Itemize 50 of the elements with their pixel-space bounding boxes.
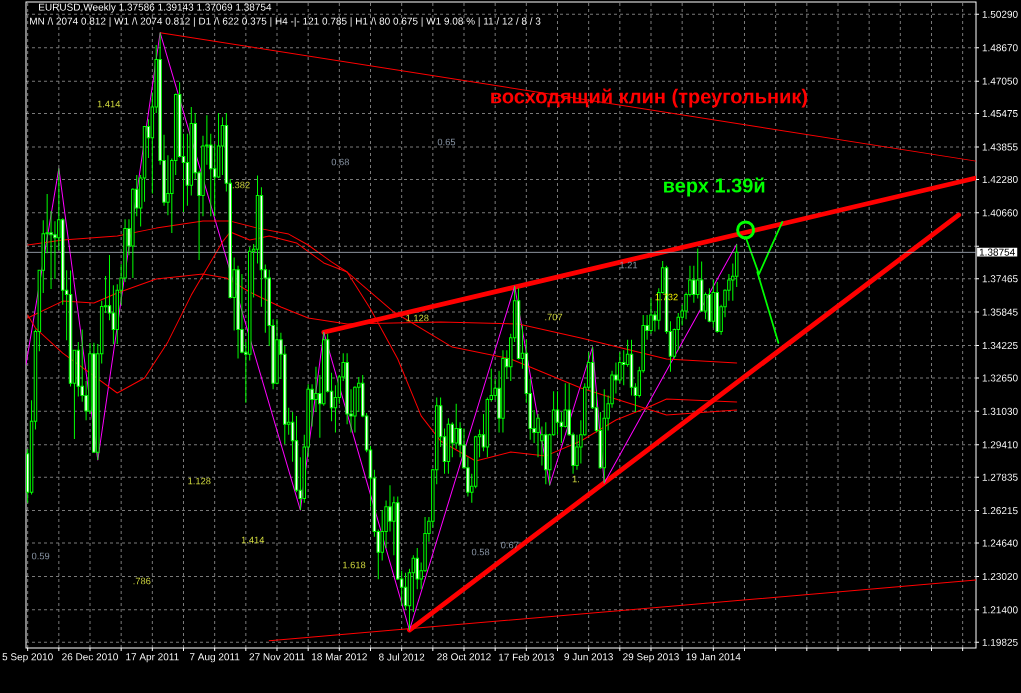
y-tick-label: 1.32650	[982, 374, 1018, 382]
annotation: 0.68	[331, 158, 350, 166]
x-tick-label: 19 Jan 2014	[686, 653, 741, 661]
annotation: 1.	[572, 475, 579, 483]
y-tick-label: 1.47050	[982, 77, 1018, 85]
annotation: 0.58	[471, 548, 490, 556]
annotation: 0.59	[31, 552, 50, 560]
y-tick-label: 1.45475	[982, 110, 1018, 118]
text: MN /\ 2074 0.812 | W1 /\ 2074 0.812 | D1 /\ 622 0.375 | H4 -|- 121 0.785 | H1 /\ 80 0.675 | W1 9.08 % | 11 / 12 / 8 / 3	[30, 17, 541, 27]
y-tick-label: 1.26215	[982, 507, 1018, 515]
y-tick-label: 1.29410	[982, 441, 1018, 449]
y-tick-label: 1.48670	[982, 44, 1018, 52]
y-tick-label: 1.50290	[982, 10, 1018, 18]
y-tick-label: 1.21400	[982, 606, 1018, 614]
x-tick-label: 17 Feb 2013	[499, 653, 554, 661]
y-tick-label: 1.24640	[982, 539, 1018, 547]
x-tick-label: 8 Jul 2012	[379, 653, 425, 661]
x-tick-label: 18 Mar 2012	[312, 653, 367, 661]
x-tick-label: 27 Nov 2011	[249, 653, 305, 661]
annotation: верх 1.39й	[664, 177, 765, 197]
annotation: .786	[133, 577, 151, 585]
x-tick-label: 28 Oct 2012	[437, 653, 491, 661]
y-tick-label: 1.37465	[982, 275, 1018, 283]
annotation: 1.414	[97, 100, 121, 108]
y-tick-label: 1.43855	[982, 143, 1018, 151]
x-tick-label: 7 Aug 2011	[189, 653, 240, 663]
annotation: 1.21	[620, 261, 638, 269]
x-tick-label: 17 Apr 2011	[126, 653, 179, 663]
x-tick-label: 26 Dec 2010	[62, 653, 118, 661]
annotation: .382	[232, 181, 250, 189]
y-tick-label: 1.42280	[982, 175, 1018, 184]
y-tick-label: 1.27835	[982, 473, 1018, 481]
y-tick-label: 1.23020	[982, 572, 1018, 581]
annotation: 0.65	[437, 138, 456, 146]
y-tick-label: 1.31030	[982, 407, 1018, 415]
x-tick-label: 29 Sep 2013	[623, 653, 679, 663]
x-tick-label: 9 Jun 2013	[564, 653, 613, 661]
annotation: 1.128	[188, 477, 211, 485]
ref-line-label: 1.38754	[979, 248, 1015, 256]
annotation: .707	[545, 313, 563, 321]
annotation: 1.128	[406, 314, 429, 322]
x-tick-label: 5 Sep 2010	[2, 653, 53, 663]
y-tick-label: 1.35845	[982, 308, 1018, 316]
annotation: 0.67	[501, 541, 519, 549]
y-tick-label: 1.19825	[982, 638, 1018, 646]
y-tick-label: 1.34225	[982, 341, 1018, 350]
y-tick-label: 1.40660	[982, 209, 1018, 217]
annotation: 1.618	[343, 561, 366, 569]
annotation: 1.414	[241, 536, 265, 544]
chart-title: EURUSD,Weekly 1.37586 1.39143 1.37069 1.38754	[39, 3, 272, 13]
